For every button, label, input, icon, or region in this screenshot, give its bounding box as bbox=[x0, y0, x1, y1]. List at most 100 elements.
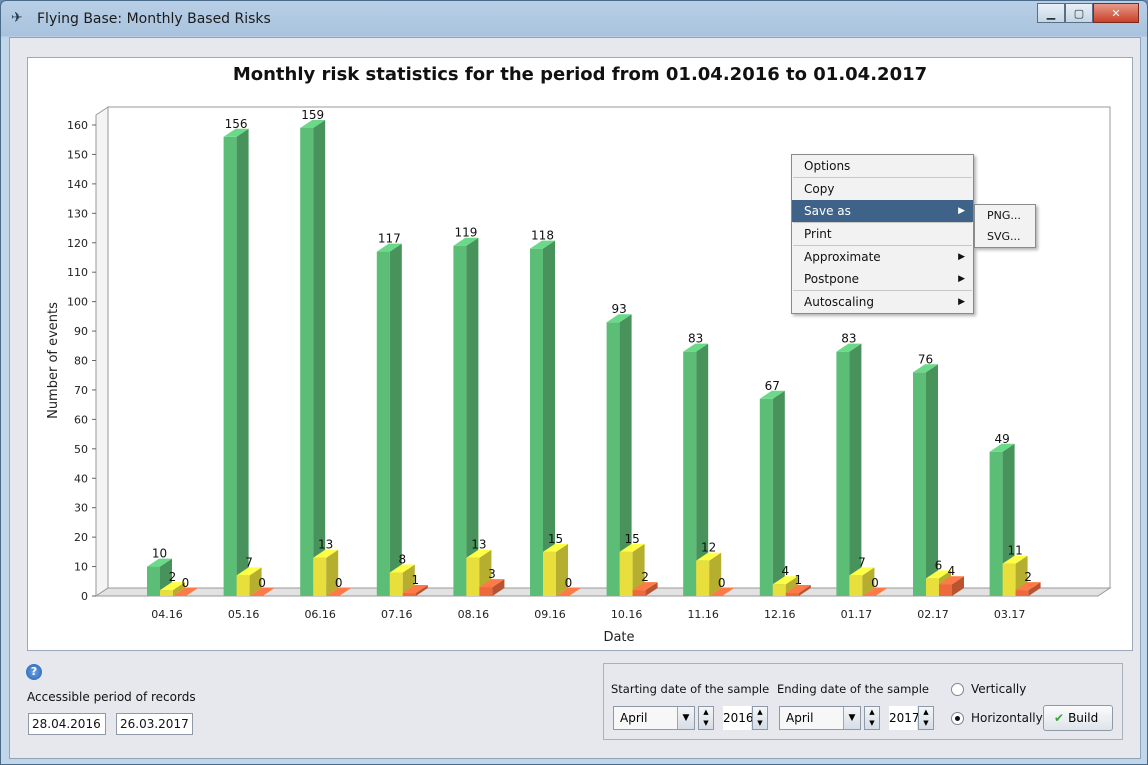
data-label: 2 bbox=[1024, 570, 1032, 584]
bar-top bbox=[556, 588, 581, 596]
data-label: 7 bbox=[245, 555, 253, 569]
menu-item-autoscaling-label: Autoscaling bbox=[804, 295, 874, 309]
y-tick-label: 100 bbox=[67, 296, 88, 309]
menu-item-save-as[interactable]: Save as ▶ bbox=[792, 200, 973, 222]
bar-top bbox=[326, 588, 352, 596]
data-label: 0 bbox=[718, 576, 726, 590]
menu-item-approximate[interactable]: Approximate ▶ bbox=[792, 246, 973, 268]
data-label: 0 bbox=[871, 576, 879, 590]
y-tick-label: 40 bbox=[74, 472, 88, 485]
bar-top bbox=[313, 549, 339, 558]
start-year-field[interactable]: 2016 bbox=[723, 706, 754, 730]
end-month-select[interactable]: April ▼ bbox=[779, 706, 861, 730]
menu-item-postpone[interactable]: Postpone ▶ bbox=[792, 268, 973, 290]
bar-side bbox=[389, 243, 402, 597]
data-label: 93 bbox=[611, 302, 626, 316]
data-label: 119 bbox=[454, 226, 477, 240]
bar-top bbox=[249, 588, 275, 596]
minimize-icon: ▁ bbox=[1046, 6, 1056, 20]
bar-side bbox=[326, 549, 339, 596]
bar-side bbox=[849, 343, 862, 596]
menu-separator bbox=[793, 290, 972, 291]
data-label: 2 bbox=[169, 570, 177, 584]
bar-front bbox=[926, 578, 939, 596]
x-tick-label: 03.17 bbox=[994, 608, 1026, 621]
start-month-select[interactable]: April ▼ bbox=[613, 706, 695, 730]
bar-side bbox=[952, 576, 964, 596]
bar-top bbox=[696, 552, 722, 561]
bar-front bbox=[759, 398, 773, 596]
bar-side bbox=[696, 343, 709, 596]
records-start-field[interactable]: 28.04.2016 bbox=[28, 713, 106, 735]
bar-front bbox=[836, 351, 850, 596]
bar-side bbox=[619, 314, 632, 596]
submenu-arrow-icon: ▶ bbox=[958, 274, 965, 284]
menu-item-copy[interactable]: Copy bbox=[804, 182, 835, 196]
title-bar[interactable]: ✈ Flying Base: Monthly Based Risks ▁ ▢ ✕ bbox=[1, 1, 1147, 37]
horizontally-label: Horizontally bbox=[971, 711, 1043, 725]
bar-front bbox=[453, 245, 467, 596]
bar-side bbox=[1028, 582, 1041, 596]
menu-item-print[interactable]: Print bbox=[804, 227, 832, 241]
bar-side bbox=[173, 582, 185, 596]
bar-top bbox=[772, 576, 798, 585]
y-tick-label: 50 bbox=[74, 443, 88, 456]
data-label: 12 bbox=[701, 541, 716, 555]
bar-top bbox=[632, 582, 658, 591]
bar-front bbox=[1002, 563, 1016, 596]
y-tick-label: 0 bbox=[81, 590, 88, 603]
data-label: 3 bbox=[488, 567, 496, 581]
bar-top bbox=[147, 558, 172, 567]
bar-top bbox=[606, 314, 632, 323]
x-tick-label: 06.16 bbox=[304, 608, 336, 621]
horizontally-radio[interactable] bbox=[951, 712, 964, 725]
bar-front bbox=[543, 551, 556, 596]
bar-front bbox=[785, 593, 799, 596]
submenu-item-png[interactable]: PNG... bbox=[987, 209, 1021, 222]
bar-top bbox=[989, 443, 1015, 452]
bar-side bbox=[236, 128, 249, 596]
data-label: 118 bbox=[531, 229, 554, 243]
data-label: 49 bbox=[994, 432, 1009, 446]
submenu-item-svg[interactable]: SVG... bbox=[987, 230, 1021, 243]
bar-front bbox=[989, 451, 1003, 596]
data-label: 6 bbox=[935, 558, 943, 572]
bar-top bbox=[453, 237, 479, 246]
bar-side bbox=[862, 567, 875, 596]
close-button[interactable]: ✕ bbox=[1093, 3, 1139, 23]
end-year-spinner[interactable]: ▲ ▼ bbox=[918, 706, 934, 730]
start-year-spinner[interactable]: ▲ ▼ bbox=[752, 706, 768, 730]
y-tick-label: 70 bbox=[74, 384, 88, 397]
bar-side bbox=[632, 543, 645, 596]
bar-top bbox=[913, 364, 938, 373]
bar-front bbox=[939, 584, 952, 596]
submenu-arrow-icon: ▶ bbox=[958, 297, 965, 307]
maximize-button[interactable]: ▢ bbox=[1065, 3, 1093, 23]
chart-panel[interactable]: Monthly risk statistics for the period f… bbox=[27, 57, 1133, 651]
bar-side bbox=[492, 579, 505, 596]
y-tick-label: 140 bbox=[67, 178, 88, 191]
close-icon: ✕ bbox=[1111, 6, 1121, 20]
end-month-spinner[interactable]: ▲ ▼ bbox=[864, 706, 880, 730]
x-tick-label: 12.16 bbox=[764, 608, 796, 621]
vertically-radio[interactable] bbox=[951, 683, 964, 696]
records-end-field[interactable]: 26.03.2017 bbox=[116, 713, 193, 735]
bar-top bbox=[402, 585, 428, 594]
menu-item-autoscaling[interactable]: Autoscaling ▶ bbox=[792, 291, 973, 313]
build-button[interactable]: ✔ Build bbox=[1043, 705, 1113, 731]
bar-top bbox=[530, 240, 555, 249]
menu-item-options[interactable]: Options bbox=[804, 159, 851, 173]
checkmark-icon: ✔ bbox=[1054, 711, 1065, 725]
data-label: 0 bbox=[258, 576, 266, 590]
y-tick-label: 120 bbox=[67, 237, 88, 250]
help-icon[interactable]: ? bbox=[26, 664, 42, 680]
data-label: 0 bbox=[565, 576, 573, 590]
bar-side bbox=[926, 364, 938, 596]
maximize-icon: ▢ bbox=[1073, 6, 1085, 20]
end-year-field[interactable]: 2017 bbox=[889, 706, 920, 730]
bar-top bbox=[173, 588, 198, 596]
start-month-spinner[interactable]: ▲ ▼ bbox=[698, 706, 714, 730]
data-label: 83 bbox=[688, 332, 703, 346]
menu-item-postpone-label: Postpone bbox=[804, 272, 860, 286]
minimize-button[interactable]: ▁ bbox=[1037, 3, 1065, 23]
